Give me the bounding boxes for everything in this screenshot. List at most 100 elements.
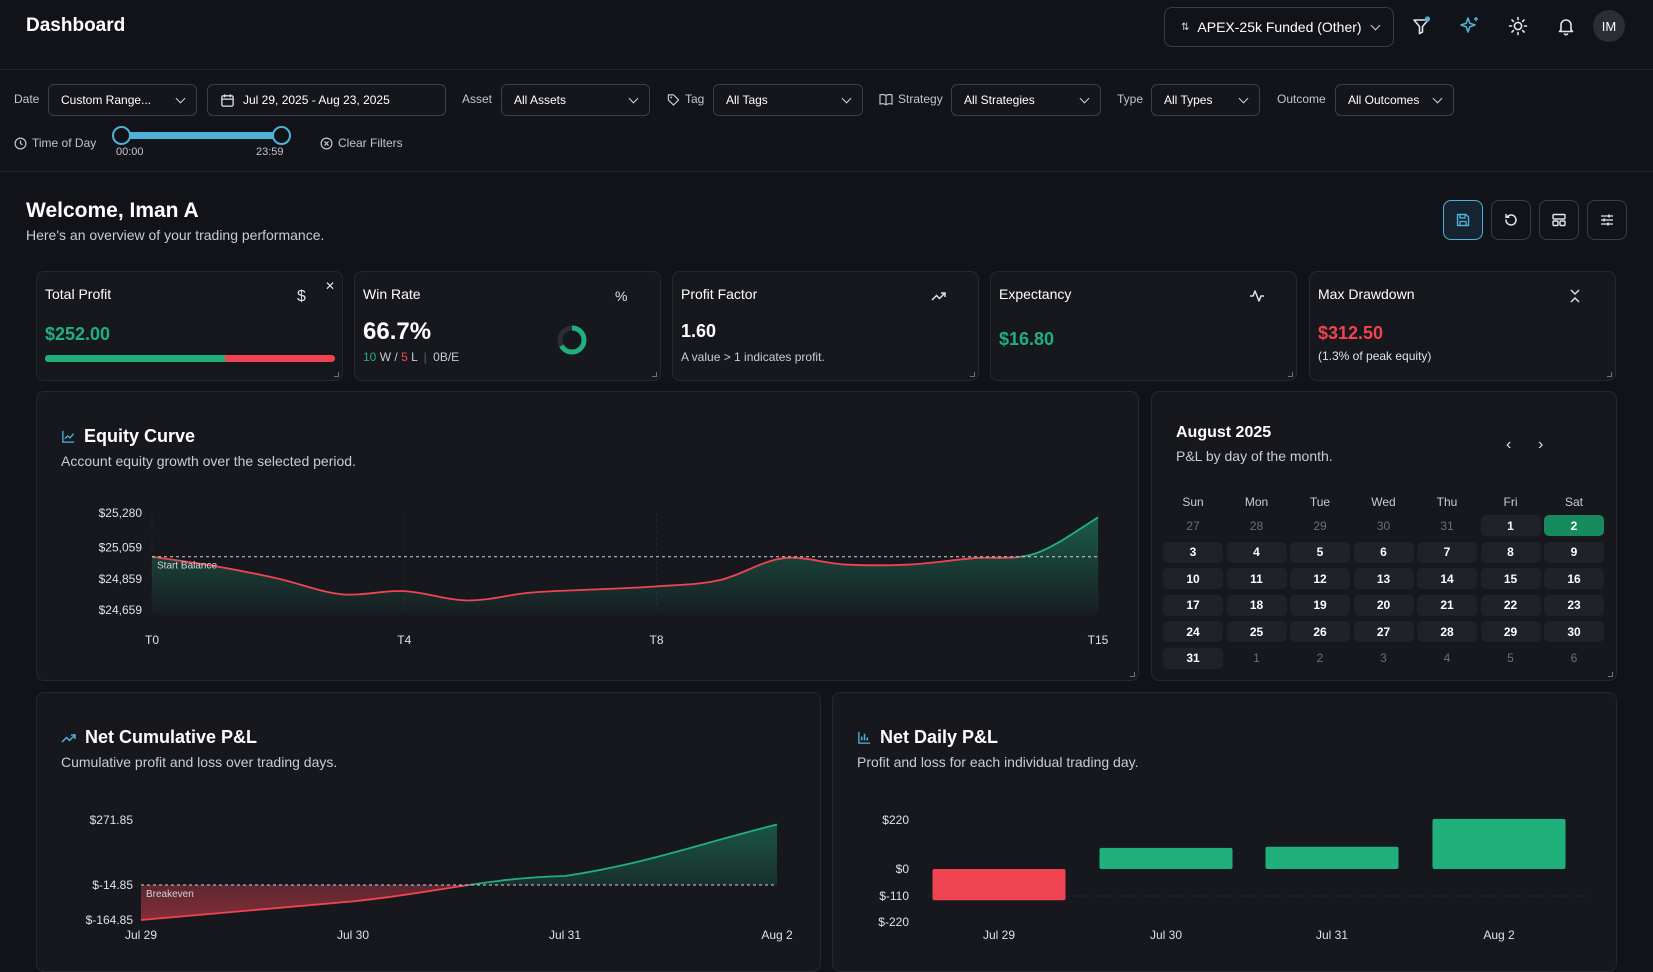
calendar-day[interactable]: 15 [1480, 568, 1541, 589]
calendar-day[interactable]: 8 [1480, 541, 1541, 563]
account-selector[interactable]: ⇅ APEX-25k Funded (Other) [1164, 7, 1394, 47]
bar-chart-icon [858, 731, 871, 744]
calendar-day[interactable]: 30 [1544, 621, 1604, 642]
updown-icon: ⇅ [1181, 21, 1190, 33]
filter-icon[interactable] [1404, 9, 1438, 43]
equity-line-negative [151, 556, 1027, 602]
resize-handle[interactable] [1288, 372, 1293, 377]
calendar-day[interactable]: 14 [1417, 568, 1477, 589]
calendar-day[interactable]: 3 [1163, 541, 1223, 563]
sun-icon[interactable] [1501, 9, 1535, 43]
y-tick-label: $-220 [878, 915, 909, 929]
next-month-icon[interactable]: › [1538, 436, 1544, 453]
refresh-icon [1505, 213, 1517, 226]
calendar-day[interactable]: 26 [1290, 621, 1350, 642]
calendar-day[interactable]: 29 [1480, 621, 1541, 642]
calendar-day[interactable]: 19 [1290, 594, 1350, 616]
y-tick-label: $25,280 [99, 506, 143, 520]
resize-handle[interactable] [334, 372, 339, 377]
reset-layout-button[interactable] [1491, 200, 1531, 240]
calendar-day-outside: 1 [1253, 651, 1260, 665]
bell-icon[interactable] [1549, 9, 1583, 43]
time-slider-start-handle[interactable] [112, 126, 131, 145]
calendar-day[interactable]: 27 [1353, 621, 1414, 642]
calendar-day[interactable]: 1 [1480, 515, 1541, 536]
date-range-picker[interactable]: Jul 29, 2025 - Aug 23, 2025 [207, 84, 446, 116]
settings-sliders-button[interactable] [1587, 200, 1627, 240]
win-rate-card: Win Rate % 66.7% 10 W / 5 L | 0B/E [354, 271, 661, 381]
calendar-day[interactable]: 11 [1226, 568, 1287, 589]
calendar-day[interactable]: 16 [1544, 568, 1604, 589]
chevron-down-icon [1238, 93, 1249, 103]
weekday-header: Sun [1182, 495, 1204, 509]
outcome-select[interactable]: All Outcomes [1335, 84, 1454, 116]
calendar-day[interactable]: 20 [1353, 594, 1414, 616]
wins-suffix: W [379, 350, 392, 364]
calendar-day[interactable]: 10 [1163, 568, 1223, 589]
resize-handle[interactable] [1608, 672, 1613, 677]
strategy-select[interactable]: All Strategies [951, 84, 1101, 116]
resize-handle[interactable] [1607, 372, 1612, 377]
win-loss-bar [45, 355, 335, 362]
resize-handle[interactable] [970, 372, 975, 377]
profit-factor-card: Profit Factor 1.60 A value > 1 indicates… [672, 271, 979, 381]
prev-month-icon[interactable]: ‹ [1506, 436, 1512, 453]
resize-handle[interactable] [1130, 672, 1135, 677]
calendar-day[interactable]: 28 [1417, 621, 1477, 642]
calendar-day[interactable]: 31 [1163, 647, 1223, 669]
asset-filter-label: Asset [462, 92, 493, 106]
calendar-day[interactable]: 22 [1480, 594, 1541, 616]
calendar-day[interactable]: 25 [1226, 621, 1287, 642]
cumulative-desc: Cumulative profit and loss over trading … [61, 754, 338, 770]
calendar-day[interactable]: 7 [1417, 541, 1477, 563]
max-drawdown-note: (1.3% of peak equity) [1318, 349, 1432, 363]
tag-select[interactable]: All Tags [713, 84, 863, 116]
calendar-day[interactable]: 9 [1544, 541, 1604, 563]
calendar-panel: August 2025 P&L by day of the month. ‹ ›… [1151, 391, 1617, 681]
outcome-value: All Outcomes [1348, 93, 1420, 107]
total-profit-value: $252.00 [45, 324, 111, 344]
date-mode-select[interactable]: Custom Range... [48, 84, 197, 116]
calendar-day[interactable]: 13 [1353, 568, 1414, 589]
type-select[interactable]: All Types [1151, 84, 1260, 116]
calendar-day[interactable]: 4 [1226, 541, 1287, 563]
calendar-day[interactable]: 17 [1163, 594, 1223, 616]
calendar-day-outside: 2 [1316, 651, 1324, 665]
shrink-icon [1570, 289, 1580, 303]
sparkles-icon[interactable] [1453, 9, 1487, 43]
time-slider-track[interactable] [120, 132, 284, 139]
clear-filters-button[interactable]: Clear Filters [320, 136, 403, 150]
calendar-day[interactable]: 24 [1163, 621, 1223, 642]
profit-factor-label: Profit Factor [681, 286, 758, 302]
resize-handle[interactable] [652, 372, 657, 377]
calendar-day[interactable]: 23 [1544, 594, 1604, 616]
date-range-value: Jul 29, 2025 - Aug 23, 2025 [243, 93, 390, 107]
equity-curve-desc: Account equity growth over the selected … [61, 453, 356, 469]
x-tick-label: Aug 2 [761, 928, 793, 942]
calendar-day[interactable]: 18 [1226, 594, 1287, 616]
profit-factor-value: 1.60 [681, 321, 717, 341]
save-icon [1456, 213, 1470, 227]
asset-select[interactable]: All Assets [501, 84, 650, 116]
max-drawdown-card: Max Drawdown $312.50 (1.3% of peak equit… [1309, 271, 1616, 381]
avatar[interactable]: IM [1593, 10, 1625, 42]
expectancy-card: Expectancy $16.80 [990, 271, 1297, 381]
tag-label-text: Tag [685, 92, 705, 106]
layout-button[interactable] [1539, 200, 1579, 240]
equity-curve-panel: Equity Curve Account equity growth over … [36, 391, 1139, 681]
calendar-day[interactable]: 6 [1353, 541, 1414, 563]
x-tick-label: Aug 2 [1483, 928, 1515, 942]
calendar-day[interactable]: 12 [1290, 568, 1350, 589]
close-icon[interactable]: ✕ [325, 279, 336, 293]
calendar-day[interactable]: 21 [1417, 594, 1477, 616]
calendar-day[interactable]: 2 [1544, 515, 1604, 536]
calendar-day-outside: 29 [1313, 518, 1327, 533]
chevron-down-icon [841, 93, 852, 103]
time-slider-end-handle[interactable] [272, 126, 291, 145]
chevron-down-icon [1432, 93, 1443, 103]
line-chart-icon [62, 430, 75, 443]
save-layout-button[interactable] [1443, 200, 1483, 240]
calendar-day[interactable]: 5 [1290, 541, 1350, 563]
calendar-day-outside: 27 [1186, 518, 1200, 533]
